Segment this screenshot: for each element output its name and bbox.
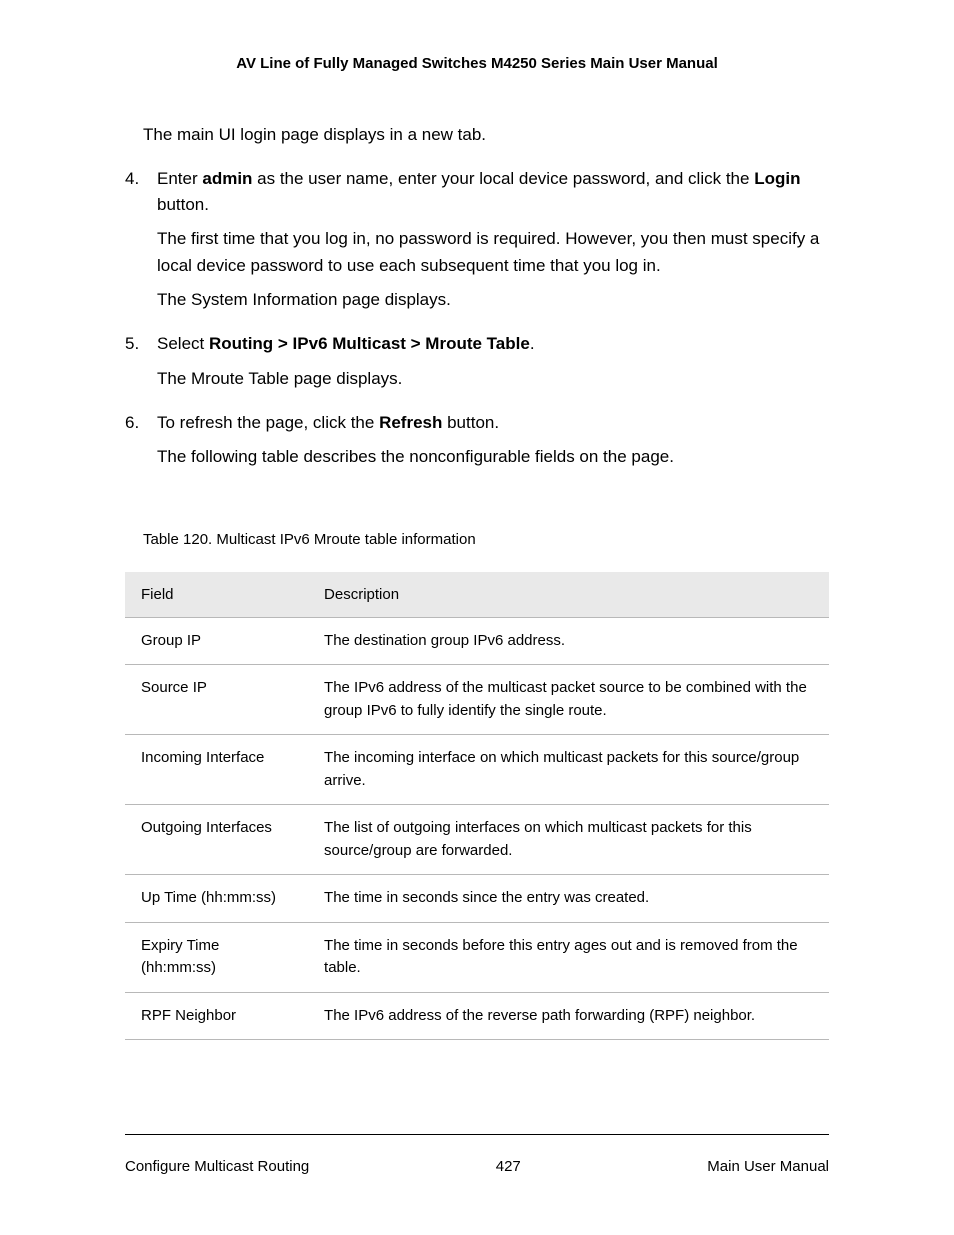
step-4-note-2: The System Information page displays. [157, 287, 829, 313]
cell-field: Expiry Time (hh:mm:ss) [125, 922, 308, 992]
step-5-text: Select Routing > IPv6 Multicast > Mroute… [157, 334, 535, 353]
table-row: RPF Neighbor The IPv6 address of the rev… [125, 992, 829, 1040]
table-row: Incoming Interface The incoming interfac… [125, 735, 829, 805]
table-row: Group IP The destination group IPv6 addr… [125, 617, 829, 665]
table-row: Up Time (hh:mm:ss) The time in seconds s… [125, 875, 829, 923]
table-header-row: Field Description [125, 572, 829, 618]
cell-desc: The IPv6 address of the reverse path for… [308, 992, 829, 1040]
text-fragment: as the user name, enter your local devic… [252, 169, 754, 188]
text-fragment: Enter [157, 169, 202, 188]
text-fragment: button. [442, 413, 499, 432]
cell-field: Group IP [125, 617, 308, 665]
text-fragment: . [530, 334, 535, 353]
footer-page-number: 427 [309, 1158, 707, 1175]
cell-field: Source IP [125, 665, 308, 735]
text-fragment: To refresh the page, click the [157, 413, 379, 432]
page: AV Line of Fully Managed Switches M4250 … [0, 0, 954, 1235]
mroute-info-table: Field Description Group IP The destinati… [125, 572, 829, 1041]
bold-admin: admin [202, 169, 252, 188]
step-4-note-1: The first time that you log in, no passw… [157, 226, 829, 279]
footer-right: Main User Manual [707, 1158, 829, 1175]
cell-desc: The IPv6 address of the multicast packet… [308, 665, 829, 735]
cell-desc: The time in seconds before this entry ag… [308, 922, 829, 992]
cell-desc: The incoming interface on which multicas… [308, 735, 829, 805]
page-footer: Configure Multicast Routing 427 Main Use… [125, 1158, 829, 1175]
step-6-text: To refresh the page, click the Refresh b… [157, 413, 499, 432]
text-fragment: Select [157, 334, 209, 353]
table-row: Expiry Time (hh:mm:ss) The time in secon… [125, 922, 829, 992]
text-fragment: button. [157, 195, 209, 214]
col-header-field: Field [125, 572, 308, 618]
bold-nav-path: Routing > IPv6 Multicast > Mroute Table [209, 334, 530, 353]
table-caption: Table 120. Multicast IPv6 Mroute table i… [125, 531, 829, 548]
step-5-note: The Mroute Table page displays. [157, 366, 829, 392]
step-4: Enter admin as the user name, enter your… [125, 166, 829, 314]
col-header-description: Description [308, 572, 829, 618]
bold-login: Login [754, 169, 800, 188]
table-row: Outgoing Interfaces The list of outgoing… [125, 805, 829, 875]
step-5: Select Routing > IPv6 Multicast > Mroute… [125, 331, 829, 392]
cell-desc: The destination group IPv6 address. [308, 617, 829, 665]
bold-refresh: Refresh [379, 413, 442, 432]
cell-field: Incoming Interface [125, 735, 308, 805]
cell-desc: The list of outgoing interfaces on which… [308, 805, 829, 875]
table-row: Source IP The IPv6 address of the multic… [125, 665, 829, 735]
cell-field: Outgoing Interfaces [125, 805, 308, 875]
step-6: To refresh the page, click the Refresh b… [125, 410, 829, 471]
footer-rule [125, 1134, 829, 1135]
cell-field: Up Time (hh:mm:ss) [125, 875, 308, 923]
footer-left: Configure Multicast Routing [125, 1158, 309, 1175]
cell-field: RPF Neighbor [125, 992, 308, 1040]
intro-paragraph: The main UI login page displays in a new… [143, 122, 829, 148]
steps-list: Enter admin as the user name, enter your… [125, 166, 829, 471]
step-6-note: The following table describes the noncon… [157, 444, 829, 470]
step-4-text: Enter admin as the user name, enter your… [157, 169, 800, 214]
cell-desc: The time in seconds since the entry was … [308, 875, 829, 923]
document-header: AV Line of Fully Managed Switches M4250 … [125, 55, 829, 72]
